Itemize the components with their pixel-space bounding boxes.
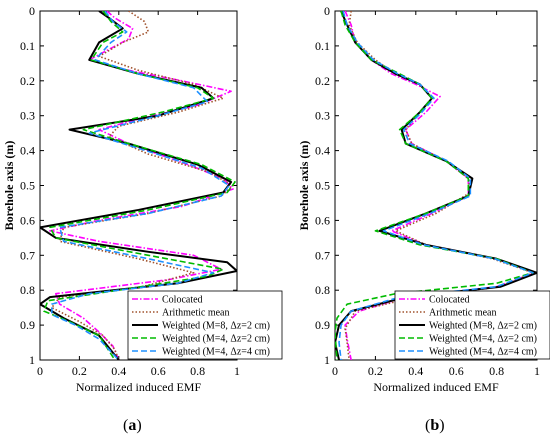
y-tick-label: 0.3 bbox=[20, 109, 35, 123]
legend-entry: Colocated bbox=[162, 295, 203, 306]
y-tick-label: 0.5 bbox=[315, 179, 330, 193]
y-tick-label: 0.5 bbox=[20, 179, 35, 193]
y-tick-label: 0.7 bbox=[315, 248, 330, 262]
y-tick-label: 0.4 bbox=[315, 144, 330, 158]
x-tick-label: 0.2 bbox=[72, 364, 87, 378]
x-axis-label: Normalized induced EMF bbox=[373, 380, 499, 394]
x-tick-label: 0.8 bbox=[190, 364, 205, 378]
chart-panel-1: 0 0.2 0.4 0.6 0.8 100.10.20.30.40.50.60.70.80… bbox=[2, 4, 283, 434]
x-tick-label: 0 bbox=[332, 364, 338, 378]
series-line-4 bbox=[43, 11, 236, 360]
x-tick-label: 0.4 bbox=[408, 364, 423, 378]
y-tick-label: 0.6 bbox=[20, 213, 35, 227]
legend-entry: Weighted (M=8, Δz=2 cm) bbox=[162, 321, 270, 332]
legend-entry: Weighted (M=4, Δz=2 cm) bbox=[429, 334, 537, 345]
x-tick-label: 0.2 bbox=[368, 364, 383, 378]
y-tick-label: 0 bbox=[324, 4, 330, 18]
y-tick-label: 0 bbox=[29, 4, 35, 18]
legend-entry: Weighted (M=4, Δz=4 cm) bbox=[429, 347, 537, 358]
x-tick-label: 0.6 bbox=[449, 364, 464, 378]
y-tick-label: 0.9 bbox=[315, 318, 330, 332]
legend-entry: Weighted (M=4, Δz=4 cm) bbox=[162, 347, 270, 358]
y-tick-label: 0.1 bbox=[20, 39, 35, 53]
y-tick-label: 0.2 bbox=[315, 74, 330, 88]
y-tick-label: 0.4 bbox=[20, 144, 35, 158]
y-tick-label: 0.2 bbox=[20, 74, 35, 88]
x-tick-label: 0.8 bbox=[489, 364, 504, 378]
y-tick-label: 1 bbox=[29, 353, 35, 367]
x-tick-label: 1 bbox=[234, 364, 240, 378]
legend: Colocated Arithmetic mean Weighted (M=8, Δ… bbox=[127, 290, 283, 360]
series-line-5 bbox=[338, 11, 534, 360]
chart-panel-2: 0 0.2 0.4 0.6 0.8 100.10.20.30.40.50.60.70.80… bbox=[297, 4, 550, 434]
y-tick-label: 1 bbox=[324, 353, 330, 367]
legend-box bbox=[127, 290, 283, 360]
series-line-5 bbox=[51, 11, 230, 360]
legend-entry: Colocated bbox=[429, 295, 470, 306]
y-axis-label: Borehole axis (m) bbox=[297, 141, 311, 231]
panel-label: (b) bbox=[425, 417, 445, 434]
y-tick-label: 0.7 bbox=[20, 248, 35, 262]
x-tick-label: 0.4 bbox=[111, 364, 126, 378]
y-tick-label: 0.8 bbox=[20, 283, 35, 297]
legend: Colocated Arithmetic mean Weighted (M=8, Δ… bbox=[394, 290, 550, 360]
x-axis-label: Normalized induced EMF bbox=[76, 380, 202, 394]
y-axis-label: Borehole axis (m) bbox=[2, 141, 16, 231]
y-tick-label: 0.8 bbox=[315, 283, 330, 297]
y-tick-label: 0.9 bbox=[20, 318, 35, 332]
legend-entry: Weighted (M=8, Δz=2 cm) bbox=[429, 321, 537, 332]
x-tick-label: 1 bbox=[534, 364, 540, 378]
legend-entry: Weighted (M=4, Δz=2 cm) bbox=[162, 334, 270, 345]
y-tick-label: 0.1 bbox=[315, 39, 330, 53]
y-tick-label: 0.6 bbox=[315, 213, 330, 227]
x-tick-label: 0 bbox=[37, 364, 43, 378]
x-tick-label: 0.6 bbox=[151, 364, 166, 378]
legend-entry: Arithmetic mean bbox=[162, 308, 229, 319]
panel-label: (a) bbox=[123, 417, 142, 434]
y-tick-label: 0.3 bbox=[315, 109, 330, 123]
legend-entry: Arithmetic mean bbox=[429, 308, 496, 319]
series-group bbox=[40, 11, 237, 360]
